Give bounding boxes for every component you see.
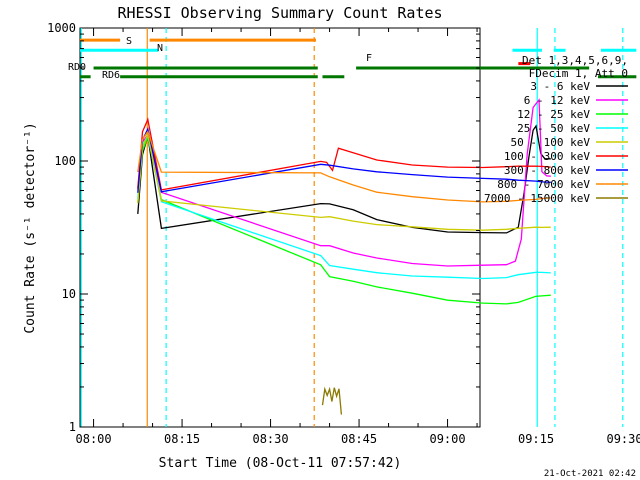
y-axis-ticks: 1 10 100 1000 (47, 21, 480, 434)
y-tick-label-0: 1 (69, 420, 76, 434)
legend-label-3: 25 - 50 keV (517, 122, 590, 135)
series-group (137, 98, 551, 415)
y-tick-label-2: 100 (54, 154, 76, 168)
legend-header-1: FDecim 1, Att 0 (529, 67, 628, 80)
x-tick-label-5: 09:15 (518, 432, 554, 446)
legend: Det 1,3,4,5,6,9,FDecim 1, Att 03 - 6 keV… (484, 54, 628, 205)
chart-title: RHESSI Observing Summary Count Rates (117, 4, 442, 22)
x-tick-label-2: 08:30 (252, 432, 288, 446)
x-tick-label-4: 09:00 (429, 432, 465, 446)
plot-frame (79, 27, 481, 428)
flags-group: S N F RD0 RD6 (68, 36, 637, 81)
flag-rd0-label: RD0 (68, 62, 86, 73)
legend-label-1: 6 - 12 keV (524, 94, 591, 107)
night-lines-group (80, 28, 624, 427)
legend-label-5: 100 - 300 keV (504, 150, 590, 163)
series-line-6 (137, 127, 551, 193)
legend-label-4: 50 - 100 keV (511, 136, 591, 149)
legend-label-2: 12 - 25 keV (517, 108, 590, 121)
x-tick-label-3: 08:45 (341, 432, 377, 446)
series-line-8 (321, 386, 343, 415)
x-tick-label-6: 09:30 (606, 432, 640, 446)
y-tick-label-1: 10 (62, 287, 76, 301)
series-line-4 (137, 132, 551, 231)
series-line-7 (137, 130, 551, 203)
legend-label-7: 800 - 7000 keV (497, 178, 590, 191)
y-axis-label: Count Rate (s⁻¹ detector⁻¹) (23, 122, 38, 333)
flag-s-label: S (126, 36, 132, 47)
flag-n-label: N (157, 43, 163, 54)
legend-label-8: 7000 - 15000 keV (484, 192, 590, 205)
flag-rd6-label: RD6 (102, 70, 120, 81)
x-axis-label: Start Time (08-Oct-11 07:57:42) (159, 456, 402, 471)
timestamp: 21-Oct-2021 02:42 (544, 469, 636, 479)
flag-f-label: F (366, 53, 372, 64)
series-line-1 (137, 98, 551, 267)
series-line-0 (137, 124, 551, 234)
x-tick-label-0: 08:00 (76, 432, 112, 446)
x-tick-label-1: 08:15 (164, 432, 200, 446)
legend-label-6: 300 - 800 keV (504, 164, 590, 177)
y-tick-label-3: 1000 (47, 21, 76, 35)
legend-header-0: Det 1,3,4,5,6,9, (522, 54, 628, 67)
legend-label-0: 3 - 6 keV (530, 80, 590, 93)
x-axis-ticks: 08:00 08:15 08:30 08:45 09:00 09:15 09:30 (76, 28, 640, 446)
series-line-5 (137, 117, 551, 191)
